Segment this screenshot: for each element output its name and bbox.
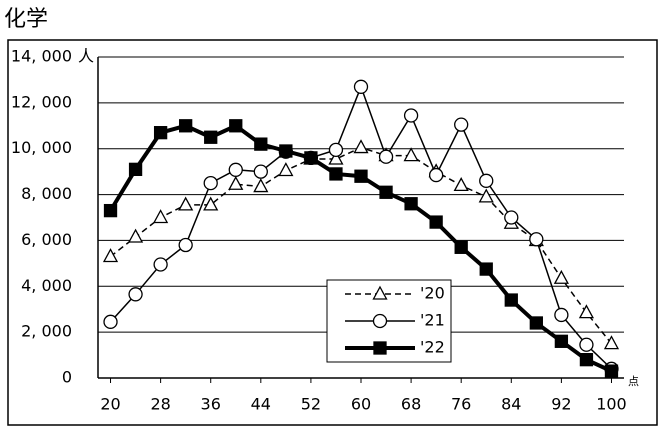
- point: [553, 269, 569, 284]
- point: [354, 169, 368, 183]
- point: [178, 196, 194, 211]
- point: [203, 196, 219, 211]
- point: [353, 79, 369, 94]
- y-tick-label: 10, 000: [11, 138, 72, 157]
- point: [153, 126, 168, 140]
- point: [453, 177, 469, 192]
- point: [229, 119, 243, 133]
- point: [403, 108, 419, 123]
- point: [604, 364, 619, 378]
- point: [254, 137, 268, 151]
- point: [203, 175, 218, 191]
- point: [429, 215, 443, 229]
- x-tick-label: 20: [100, 395, 120, 414]
- x-unit: 点: [628, 375, 639, 388]
- point: [228, 162, 243, 177]
- x-tick-label: 100: [596, 395, 627, 414]
- point: [578, 304, 595, 319]
- point: [404, 197, 418, 211]
- point: [403, 147, 419, 162]
- point: [478, 188, 494, 203]
- y-unit: 人: [78, 47, 94, 66]
- point: [178, 237, 193, 253]
- y-tick-label: 2, 000: [21, 322, 72, 341]
- y-tick-label: 8, 000: [21, 184, 72, 203]
- point: [228, 175, 244, 190]
- x-tick-label: 44: [251, 395, 271, 414]
- y-tick-label: 0: [62, 368, 72, 387]
- x-tick-label: 52: [301, 395, 321, 414]
- point: [554, 334, 569, 348]
- x-tick-label: 92: [551, 395, 571, 414]
- y-tick-label: 12, 000: [11, 92, 72, 111]
- y-tick-label: 4, 000: [21, 276, 72, 295]
- legend-label: '20: [420, 284, 445, 303]
- point: [554, 307, 569, 323]
- point: [504, 293, 518, 307]
- point: [304, 151, 318, 165]
- point: [279, 144, 293, 158]
- legend-marker: [372, 285, 388, 300]
- x-tick-label: 60: [351, 395, 371, 414]
- point: [479, 173, 494, 188]
- point: [579, 337, 594, 352]
- point: [102, 248, 119, 263]
- point: [128, 287, 143, 302]
- point: [379, 185, 393, 199]
- point: [454, 117, 469, 132]
- x-tick-label: 76: [451, 395, 471, 414]
- x-tick-label: 36: [201, 395, 221, 414]
- point: [479, 262, 493, 276]
- point: [378, 149, 394, 164]
- point: [253, 164, 268, 179]
- point: [328, 150, 344, 165]
- point: [353, 139, 369, 154]
- point: [328, 142, 344, 158]
- point: [454, 240, 468, 254]
- legend-label: '22: [420, 338, 445, 357]
- x-tick-label: 68: [401, 395, 421, 414]
- point: [329, 167, 343, 181]
- point: [504, 210, 519, 225]
- frame: [7, 39, 658, 426]
- chart-title: 化学: [4, 7, 48, 32]
- point: [128, 162, 143, 177]
- point: [153, 257, 168, 272]
- point: [103, 314, 118, 329]
- point: [179, 119, 193, 133]
- point: [204, 130, 218, 144]
- x-tick-label: 84: [501, 395, 521, 414]
- legend-label: '21: [420, 311, 445, 330]
- point: [579, 353, 594, 367]
- point: [253, 178, 269, 193]
- point: [529, 232, 544, 247]
- legend-marker: [373, 341, 387, 355]
- point: [428, 167, 444, 183]
- point: [127, 228, 144, 243]
- x-tick-label: 28: [150, 395, 170, 414]
- point: [278, 162, 294, 177]
- point: [153, 209, 169, 224]
- legend-marker: [372, 313, 388, 329]
- y-tick-label: 14, 000: [11, 47, 72, 66]
- point: [103, 203, 118, 218]
- point: [529, 316, 543, 330]
- point: [603, 335, 620, 350]
- y-tick-label: 6, 000: [21, 230, 72, 249]
